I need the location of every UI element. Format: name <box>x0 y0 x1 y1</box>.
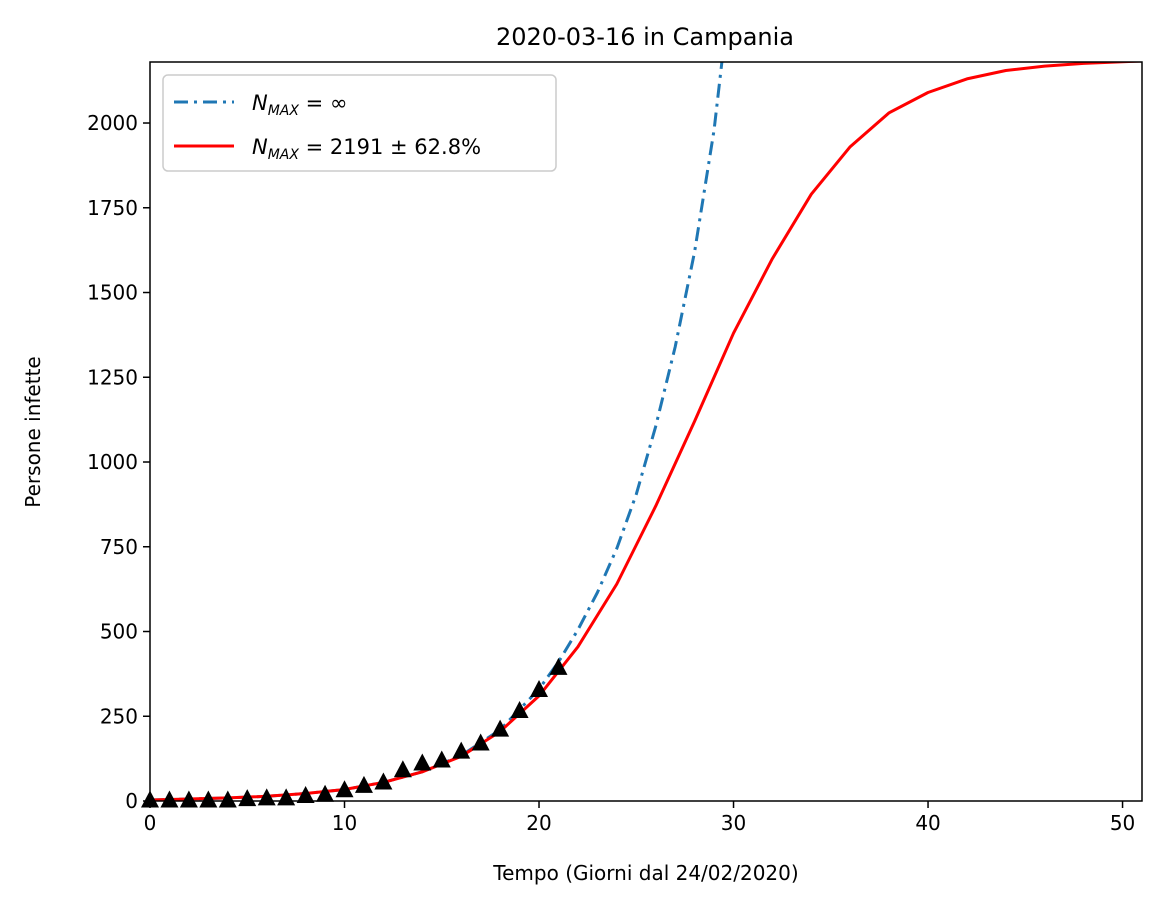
legend: NMAX = ∞ NMAX = 2191 ± 62.8% <box>162 74 557 172</box>
data-point-marker <box>160 790 179 808</box>
legend-box <box>162 74 557 172</box>
data-point-marker <box>393 760 412 778</box>
series-line-logistic <box>150 62 1142 801</box>
x-tick-label: 50 <box>1110 811 1135 835</box>
y-tick-label: 500 <box>100 620 138 644</box>
data-point-marker <box>530 679 549 697</box>
y-axis-label: Persone infette <box>21 356 45 507</box>
data-point-marker <box>491 719 510 737</box>
x-tick-label: 30 <box>721 811 746 835</box>
data-point-marker <box>316 784 335 802</box>
data-point-marker <box>218 790 237 808</box>
data-point-marker <box>238 789 257 807</box>
data-point-marker <box>413 753 432 771</box>
plot-frame <box>149 61 1143 802</box>
data-point-marker <box>452 741 471 759</box>
chart-title: 2020-03-16 in Campania <box>496 23 794 51</box>
data-point-marker <box>471 733 490 751</box>
y-tick-label: 1500 <box>87 281 138 305</box>
x-tick-label: 0 <box>144 811 157 835</box>
y-tick-label: 1000 <box>87 450 138 474</box>
data-point-marker <box>354 775 373 793</box>
x-tick-label: 20 <box>526 811 551 835</box>
data-point-marker <box>179 790 198 808</box>
x-axis-label: Tempo (Giorni dal 24/02/2020) <box>492 861 798 885</box>
y-tick-label: 250 <box>100 704 138 728</box>
data-point-marker <box>296 786 315 804</box>
y-tick-label: 2000 <box>87 111 138 135</box>
y-tick-label: 0 <box>125 789 138 813</box>
data-point-marker <box>549 657 568 675</box>
x-tick-label: 40 <box>915 811 940 835</box>
y-tick-label: 750 <box>100 535 138 559</box>
legend-label: NMAX = ∞ <box>252 91 347 119</box>
data-point-marker <box>199 790 218 808</box>
data-point-marker <box>510 700 529 718</box>
data-point-marker <box>335 780 354 798</box>
legend-label: NMAX = 2191 ± 62.8% <box>252 135 481 163</box>
x-tick-label: 10 <box>332 811 357 835</box>
y-tick-label: 1250 <box>87 365 138 389</box>
data-point-marker <box>432 750 451 768</box>
y-tick-label: 1750 <box>87 196 138 220</box>
data-point-marker <box>374 772 393 790</box>
